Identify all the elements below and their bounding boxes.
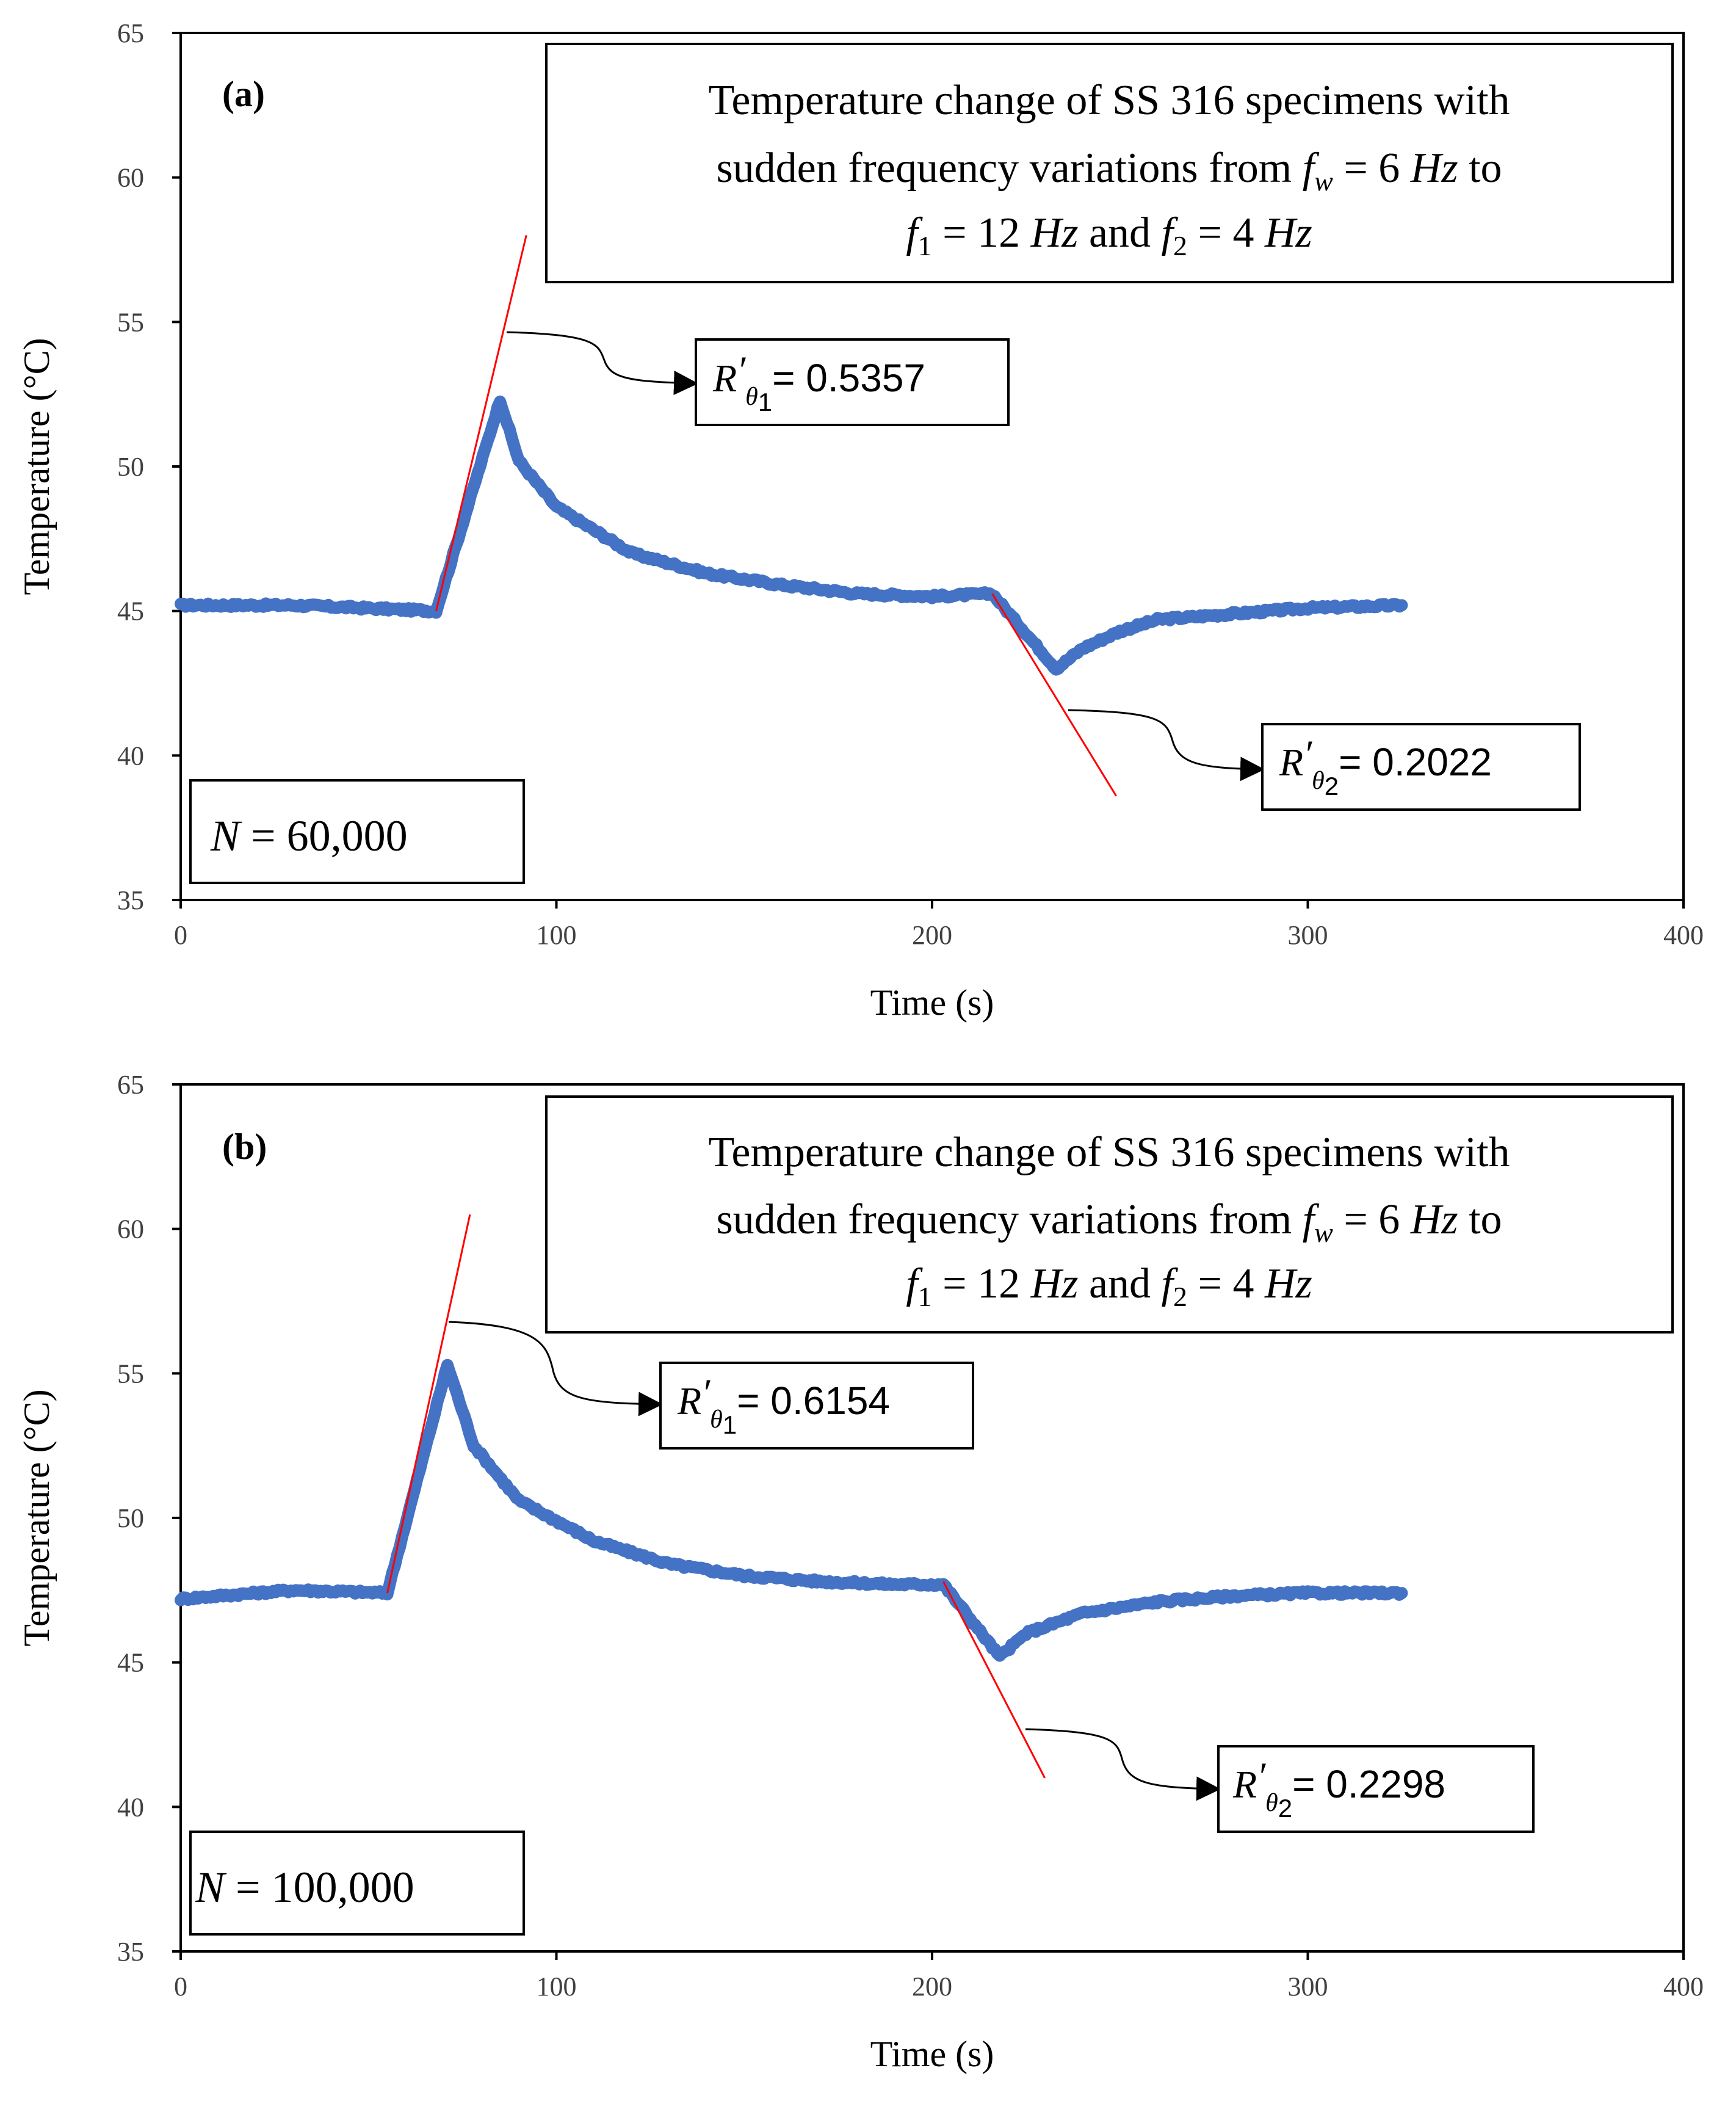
title-line-2-a: sudden frequency variations from fw = 6 … (716, 145, 1502, 197)
x-tick-label: 100 (537, 1972, 577, 2001)
y-tick-label: 35 (117, 1937, 144, 1967)
title-line-2-b: sudden frequency variations from fw = 6 … (716, 1196, 1502, 1248)
x-tick-label: 100 (537, 920, 577, 950)
annotation-slope-1-a: R′θ1= 0.5357 (506, 331, 1010, 426)
x-tick-label: 300 (1288, 920, 1328, 950)
y-tick-label: 40 (117, 1792, 144, 1822)
temperature-series-b (175, 1359, 1408, 1662)
y-tick-label: 60 (117, 1214, 144, 1244)
x-tick-label: 0 (174, 920, 187, 950)
x-axis-title-a: Time (s) (870, 982, 994, 1023)
annotation-label-2-b: R′θ2= 0.2298 (1232, 1754, 1445, 1823)
y-axis-title-a: Temperature (°C) (16, 338, 57, 595)
y-tick-label: 55 (117, 307, 144, 337)
cycle-count-label-b: N = 100,000 (195, 1863, 414, 1912)
cycle-count-box-b: N = 100,000 (189, 1831, 525, 1936)
panel-label-a: (a) (222, 74, 265, 114)
cycle-count-box-a: N = 60,000 (189, 779, 525, 884)
x-tick-label: 200 (912, 920, 952, 950)
x-tick-label: 400 (1663, 1972, 1704, 2001)
annotation-label-2-a: R′θ2= 0.2022 (1279, 732, 1492, 800)
cycle-count-label-a: N = 60,000 (210, 811, 408, 860)
annotation-label-1-a: R′θ1= 0.5357 (712, 348, 925, 416)
y-tick-label: 55 (117, 1359, 144, 1388)
title-line-1-a: Temperature change of SS 316 specimens w… (708, 77, 1510, 124)
y-axis-b: 35 40 45 50 55 60 65 (117, 1070, 181, 1967)
y-tick-label: 50 (117, 452, 144, 482)
y-tick-label: 60 (117, 163, 144, 193)
panel-b: 35 40 45 50 55 60 65 0 100 200 300 400 Time (s) Te… (16, 1070, 1704, 2074)
tangent-line-heating-b (386, 1214, 471, 1594)
title-line-1-b: Temperature change of SS 316 specimens w… (708, 1129, 1510, 1176)
x-tick-label: 0 (174, 1972, 187, 2001)
x-axis-b: 0 100 200 300 400 (174, 1951, 1704, 2001)
y-tick-label: 45 (117, 1648, 144, 1678)
y-axis-a: 35 40 45 50 55 60 65 (117, 18, 181, 915)
annotation-arrow-1-b (448, 1321, 663, 1417)
title-box-b: Temperature change of SS 316 specimens w… (545, 1095, 1674, 1334)
y-tick-label: 50 (117, 1503, 144, 1533)
y-tick-label: 40 (117, 741, 144, 771)
x-axis-a: 0 100 200 300 400 (174, 900, 1704, 950)
annotation-arrow-2-a (1068, 709, 1265, 782)
title-line-3-b: f1 = 12 Hz and f2 = 4 Hz (906, 1260, 1312, 1312)
temperature-series-a (175, 395, 1408, 676)
y-tick-label: 65 (117, 18, 144, 48)
annotation-slope-1-b: R′θ1= 0.6154 (448, 1321, 974, 1450)
y-axis-title-b: Temperature (°C) (16, 1389, 57, 1646)
tangent-line-heating-a (435, 234, 527, 612)
tangent-line-cooling-b (942, 1581, 1046, 1779)
x-axis-title-b: Time (s) (870, 2034, 994, 2074)
annotation-label-1-b: R′θ1= 0.6154 (677, 1371, 890, 1439)
tangent-line-cooling-a (991, 593, 1117, 797)
title-line-3-a: f1 = 12 Hz and f2 = 4 Hz (906, 209, 1312, 261)
annotation-arrow-2-b (1025, 1728, 1221, 1801)
y-tick-label: 35 (117, 885, 144, 915)
panel-a: 35 40 45 50 55 60 65 0 100 200 300 400 Time (s) Te… (16, 18, 1704, 1023)
y-tick-label: 45 (117, 597, 144, 626)
annotation-arrow-1-a (506, 331, 698, 396)
panel-label-b: (b) (222, 1127, 267, 1167)
x-tick-label: 200 (912, 1972, 952, 2001)
y-tick-label: 65 (117, 1070, 144, 1100)
x-tick-label: 300 (1288, 1972, 1328, 2001)
x-tick-label: 400 (1663, 920, 1704, 950)
annotation-slope-2-b: R′θ2= 0.2298 (1025, 1728, 1535, 1833)
annotation-slope-2-a: R′θ2= 0.2022 (1068, 709, 1581, 811)
title-box-a: Temperature change of SS 316 specimens w… (545, 43, 1674, 283)
